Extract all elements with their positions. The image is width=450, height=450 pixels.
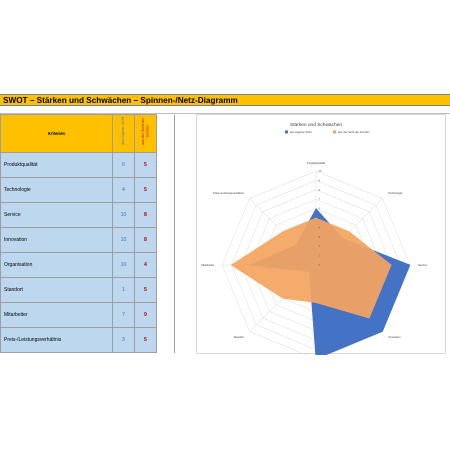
tick-label: 6 [319, 207, 321, 211]
table-row: Technologie 4 5 [0, 177, 175, 203]
tick-label: 2 [319, 244, 321, 248]
customer-value-cell[interactable]: 8 [134, 227, 157, 253]
tick-label: 5 [319, 216, 321, 220]
spacer-cell[interactable] [156, 114, 175, 153]
spacer-cell[interactable] [156, 177, 175, 203]
category-label: Innovation [388, 335, 401, 339]
series-customer-area [230, 217, 392, 319]
tick-label: 9 [319, 178, 321, 182]
customer-value-cell[interactable]: 9 [134, 302, 157, 328]
criteria-cell[interactable]: Technologie [0, 177, 113, 203]
own-value-cell[interactable]: 7 [112, 302, 135, 328]
tick-label: 7 [319, 197, 321, 201]
table-row: Organisation 10 4 [0, 252, 175, 278]
criteria-cell[interactable]: Innovation [0, 227, 113, 253]
legend-label: aus der Sicht der Kunden [338, 130, 370, 134]
criteria-table: Kriterien aus eigener Sicht aus der Sich… [0, 114, 175, 353]
legend-swatch [285, 130, 288, 134]
customer-value-cell[interactable]: 5 [134, 152, 157, 178]
table-row: Produktqualität 6 5 [0, 152, 175, 178]
customer-value-cell[interactable]: 5 [134, 177, 157, 203]
tick-label: 4 [319, 225, 321, 229]
table-row: Mitarbeiter 7 9 [0, 302, 175, 328]
sheet-title-bar: SWOT – Stärken und Schwächen – Spinnen-/… [0, 94, 450, 106]
own-value-cell[interactable]: 10 [112, 227, 135, 253]
tick-label: 8 [319, 188, 321, 192]
customer-value-cell[interactable]: 4 [134, 252, 157, 278]
header-own-view[interactable]: aus eigener Sicht [112, 114, 135, 153]
spacer-cell[interactable] [156, 202, 175, 228]
tick-label: 1 [319, 254, 321, 258]
table-row: Preis-/Leistungsverhältnis 3 5 [0, 327, 175, 353]
spacer-cell[interactable] [156, 152, 175, 178]
header-customer-view[interactable]: aus der Sicht der Kunden [134, 114, 157, 153]
legend-swatch [333, 130, 336, 134]
criteria-cell[interactable]: Service [0, 202, 113, 228]
own-value-cell[interactable]: 6 [112, 152, 135, 178]
chart-title: Stärken und Schwächen [290, 122, 342, 128]
legend-label: aus eigener Sicht [290, 130, 312, 134]
table-row: Standort 1 5 [0, 277, 175, 303]
category-label: Mitarbeiter [201, 263, 214, 267]
category-label: Produktqualität [307, 161, 325, 165]
spacer-cell[interactable] [156, 252, 175, 278]
tick-label: 10 [319, 169, 322, 173]
category-label: Standort [234, 335, 244, 339]
spreadsheet: SWOT – Stärken und Schwächen – Spinnen-/… [0, 94, 450, 358]
tick-label: 0 [319, 263, 321, 267]
own-value-cell[interactable]: 10 [112, 252, 135, 278]
spacer-cell[interactable] [156, 227, 175, 253]
header-customer-label: aus der Sicht der Kunden [141, 117, 150, 145]
header-criteria[interactable]: Kriterien [0, 114, 113, 153]
grid-ring [221, 170, 411, 355]
own-value-cell[interactable]: 3 [112, 327, 135, 353]
own-value-cell[interactable]: 1 [112, 277, 135, 303]
category-label: Service [418, 263, 427, 267]
radar-chart[interactable]: Stärken und Schwächen aus eigener Sicht au… [196, 114, 446, 355]
spacer-cell[interactable] [156, 302, 175, 328]
sheet-title: SWOT – Stärken und Schwächen – Spinnen-/… [3, 96, 238, 105]
header-own-label: aus eigener Sicht [121, 117, 126, 145]
radar-chart-svg: Stärken und Schwächen aus eigener Sicht au… [201, 122, 427, 355]
table-row: Innovation 10 8 [0, 227, 175, 253]
separator-row [0, 106, 450, 114]
customer-value-cell[interactable]: 5 [134, 277, 157, 303]
own-value-cell[interactable]: 10 [112, 202, 135, 228]
category-label: Preis-/Leistungsverhältnis [213, 191, 244, 195]
criteria-cell[interactable]: Organisation [0, 252, 113, 278]
tick-label: 3 [319, 235, 321, 239]
criteria-cell[interactable]: Mitarbeiter [0, 302, 113, 328]
criteria-cell[interactable]: Produktqualität [0, 152, 113, 178]
table-row: Service 10 8 [0, 202, 175, 228]
customer-value-cell[interactable]: 8 [134, 202, 157, 228]
spacer-cell[interactable] [156, 327, 175, 353]
spacer-cell[interactable] [156, 277, 175, 303]
criteria-cell[interactable]: Preis-/Leistungsverhältnis [0, 327, 113, 353]
customer-value-cell[interactable]: 5 [134, 327, 157, 353]
category-label: Technologie [388, 191, 403, 195]
criteria-cell[interactable]: Standort [0, 277, 113, 303]
own-value-cell[interactable]: 4 [112, 177, 135, 203]
